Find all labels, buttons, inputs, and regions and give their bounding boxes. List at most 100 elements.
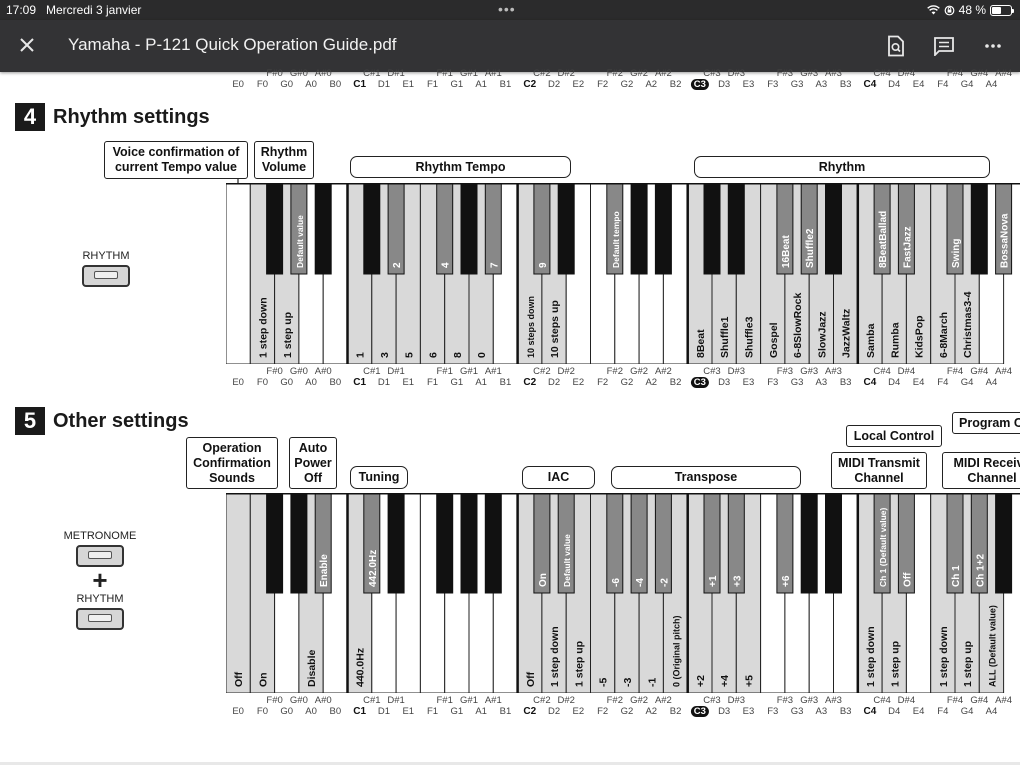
note-name-sharp: C#1	[363, 695, 381, 706]
note-name: D2	[547, 79, 561, 90]
black-key	[654, 492, 672, 594]
label-rhythm: Rhythm	[694, 156, 990, 178]
black-key-label: Off	[902, 572, 913, 587]
note-name-sharp: G#3	[800, 68, 819, 79]
note-name: A4	[985, 79, 998, 90]
note-name: A0	[305, 377, 317, 388]
note-name: C2	[523, 79, 537, 90]
black-key-label: BossaNova	[1000, 213, 1011, 268]
black-key	[995, 492, 1013, 594]
note-name-sharp: G#1	[460, 366, 478, 377]
note-name: C1	[353, 706, 367, 717]
note-name: D4	[888, 79, 901, 90]
black-key-label: FastJazz	[902, 226, 913, 268]
black-key-label: 9	[538, 262, 549, 268]
note-name-sharp: G#2	[630, 366, 649, 377]
note-name-sharp: F#2	[606, 68, 623, 79]
multitasking-dots-icon[interactable]: •••	[498, 1, 516, 17]
white-key-label: 0	[476, 352, 488, 358]
rhythm-button-group: RHYTHM	[76, 250, 136, 287]
note-name: G0	[280, 377, 294, 388]
black-key-label: +3	[732, 575, 743, 587]
note-name-sharp: C#1	[363, 68, 381, 79]
note-name: B2	[669, 706, 682, 717]
note-name: B1	[499, 79, 512, 90]
black-key	[460, 492, 478, 594]
note-name: A3	[815, 377, 828, 388]
note-name: G2	[620, 79, 634, 90]
black-key	[484, 182, 502, 275]
white-key-label: 1 step up	[962, 641, 974, 687]
note-name-sharp: D#2	[557, 366, 575, 377]
black-key-label: Ch 1+2	[975, 553, 986, 587]
black-key-label: Enable	[319, 554, 330, 587]
note-name: C2	[523, 377, 537, 388]
note-name: B2	[669, 79, 682, 90]
note-name: D4	[888, 377, 901, 388]
black-key	[825, 182, 842, 275]
note-name: E0	[232, 79, 244, 90]
note-name-sharp: A#0	[314, 68, 332, 79]
note-name-sharp: A#2	[654, 695, 672, 706]
black-key	[970, 182, 988, 275]
black-key	[533, 182, 551, 275]
note-name: E2	[572, 79, 585, 90]
black-key-label: 16Beat	[781, 235, 792, 268]
white-key-label: Shuffle3	[743, 316, 755, 358]
note-name-sharp: G#0	[289, 366, 308, 377]
note-name: G3	[790, 79, 804, 90]
battery-level	[992, 6, 1001, 14]
white-key-label: -5	[598, 678, 610, 687]
comments-icon[interactable]	[930, 32, 958, 60]
white-key	[225, 492, 251, 694]
note-name-sharp: C#4	[873, 68, 891, 79]
white-key-label: -3	[622, 678, 634, 687]
label-program-change: Program Change	[952, 412, 1020, 434]
note-name: F1	[427, 79, 439, 90]
note-name: C4	[863, 706, 877, 717]
white-key-label: 1 step up	[573, 641, 585, 687]
close-icon[interactable]	[14, 32, 40, 58]
black-key	[314, 182, 332, 275]
label-voice-tempo: Voice confirmation of current Tempo valu…	[104, 141, 248, 179]
note-name-sharp: F#4	[946, 695, 964, 706]
note-name: E4	[912, 377, 925, 388]
note-name-sharp: F#3	[776, 68, 794, 79]
note-name: D1	[377, 377, 391, 388]
black-key	[290, 492, 308, 594]
black-key	[703, 182, 721, 275]
note-name-sharp: D#4	[897, 366, 916, 377]
note-name-sharp: D#4	[897, 68, 916, 79]
note-name-sharp: A#0	[314, 366, 332, 377]
note-name-sharp: D#1	[387, 68, 405, 79]
keyboard-svg: 1 step down 1 step up 1 3 5 6 8 0 10 steps down 1…	[225, 182, 1020, 365]
note-name: B0	[329, 79, 342, 90]
more-icon[interactable]	[979, 32, 1007, 60]
note-name: G1	[450, 377, 464, 388]
black-key-label: Default tempo	[611, 211, 621, 268]
note-name-sharp: G#2	[630, 68, 649, 79]
section-number: 5	[15, 407, 45, 435]
note-name: E2	[572, 706, 585, 717]
note-name-sharp: A#1	[484, 68, 502, 79]
note-name-sharp: C#2	[533, 366, 551, 377]
section-title: Rhythm settings	[53, 105, 210, 128]
button-label: RHYTHM	[76, 593, 124, 605]
note-name-sharp: G#0	[289, 68, 308, 79]
note-name-sharp: A#3	[825, 68, 842, 79]
black-key-label: -6	[611, 578, 622, 587]
section-number: 4	[15, 103, 45, 131]
white-key-label: 3	[379, 352, 391, 358]
note-name: D2	[547, 377, 561, 388]
black-key	[800, 492, 818, 594]
white-key-label: 10 steps up	[549, 300, 561, 358]
note-name: B0	[329, 706, 342, 717]
white-key-label: 8	[452, 352, 464, 358]
note-name: E4	[912, 79, 925, 90]
find-in-page-icon[interactable]	[882, 32, 910, 60]
black-key-label: +1	[708, 575, 719, 587]
white-key-label: JazzWaltz	[841, 309, 853, 358]
note-name-sharp: F#1	[436, 68, 453, 79]
white-key-label: Off	[525, 671, 537, 687]
note-name: B1	[499, 377, 512, 388]
